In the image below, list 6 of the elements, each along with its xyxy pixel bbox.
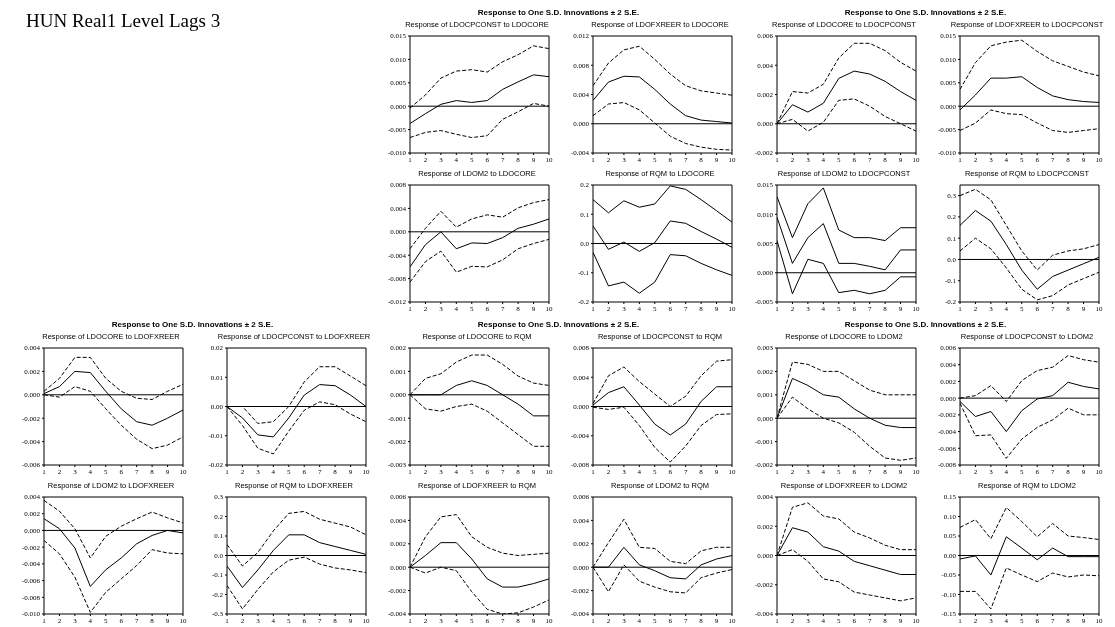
text: Response to One S.D. Innovations ± 2 S.E.: [110, 320, 275, 329]
text: Response to One S.D. Innovations ± 2 S.E.: [843, 8, 1008, 17]
text: HUN Real1 Level Lags 3: [26, 10, 222, 32]
text: Response to One S.D. Innovations ± 2 S.E.: [843, 320, 1008, 329]
text: Response to One S.D. Innovations ± 2 S.E.: [476, 320, 641, 329]
text: Response to One S.D. Innovations ± 2 S.E.: [476, 8, 641, 17]
